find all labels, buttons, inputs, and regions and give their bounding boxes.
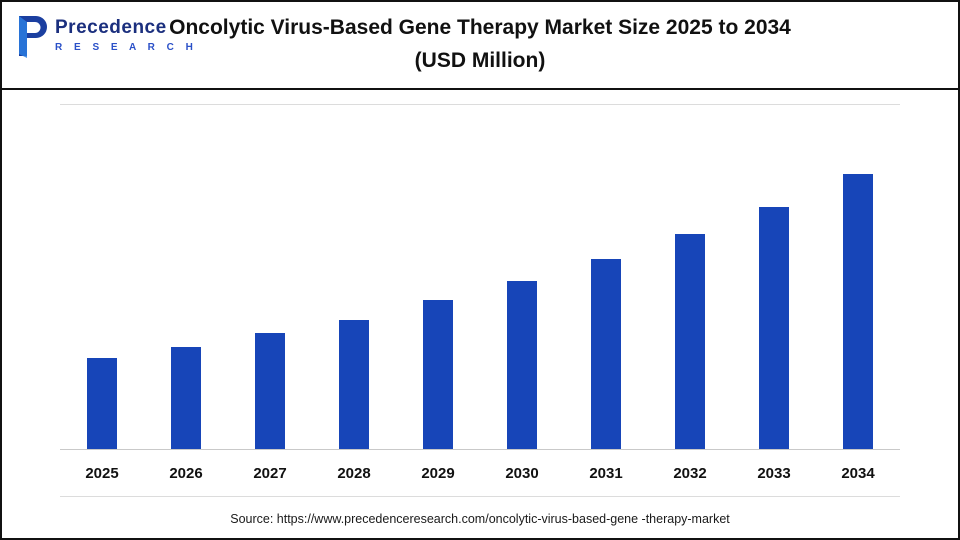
x-tick-label-2027: 2027 bbox=[253, 464, 287, 482]
plot-area bbox=[60, 104, 900, 450]
bar-chart: 2025 2026 2027 2028 2029 2030 2031 2032 2033 2034 bbox=[2, 104, 958, 497]
bar-column-2028 bbox=[312, 105, 396, 449]
chart-title-line2: (USD Million) bbox=[414, 49, 546, 72]
x-tick-label-2028: 2028 bbox=[337, 464, 371, 482]
bar-2034 bbox=[843, 173, 873, 449]
x-tick-label-2029: 2029 bbox=[421, 464, 455, 482]
precedence-research-logo: Precedence R E S E A R C H bbox=[16, 14, 197, 58]
x-tick-label-2034: 2034 bbox=[841, 464, 875, 482]
chart-title: Oncolytic Virus-Based Gene Therapy Marke… bbox=[169, 12, 791, 77]
x-tick-label-2030: 2030 bbox=[505, 464, 539, 482]
bar-column-2027 bbox=[228, 105, 312, 449]
logo-p-icon bbox=[19, 16, 47, 58]
bar-2027 bbox=[255, 333, 285, 449]
logo-name: Precedence bbox=[55, 17, 167, 38]
bar-column-2025 bbox=[60, 105, 144, 449]
bar-column-2026 bbox=[144, 105, 228, 449]
header: Precedence R E S E A R C H Oncolytic Vir… bbox=[2, 2, 958, 90]
bar-2029 bbox=[423, 300, 453, 449]
bar-2031 bbox=[591, 259, 621, 449]
x-tick-label-2025: 2025 bbox=[85, 464, 119, 482]
bar-column-2033 bbox=[732, 105, 816, 449]
bar-2025 bbox=[87, 358, 117, 449]
bar-column-2031 bbox=[564, 105, 648, 449]
chart-title-line1: Oncolytic Virus-Based Gene Therapy Marke… bbox=[169, 16, 791, 40]
x-tick-label-2032: 2032 bbox=[673, 464, 707, 482]
x-tick-label-2026: 2026 bbox=[169, 464, 203, 482]
bar-column-2032 bbox=[648, 105, 732, 449]
bar-2030 bbox=[507, 281, 537, 449]
bar-2032 bbox=[675, 234, 705, 449]
bar-column-2030 bbox=[480, 105, 564, 449]
x-tick-label-2033: 2033 bbox=[757, 464, 791, 482]
source-line: Source: https://www.precedenceresearch.c… bbox=[230, 512, 730, 526]
logo-subtitle: R E S E A R C H bbox=[55, 41, 198, 53]
bar-2028 bbox=[339, 319, 369, 449]
bar-column-2034 bbox=[816, 105, 900, 449]
bar-2026 bbox=[171, 347, 201, 449]
bar-column-2029 bbox=[396, 105, 480, 449]
x-tick-label-2031: 2031 bbox=[589, 464, 623, 482]
logo-text: Precedence R E S E A R C H bbox=[55, 17, 198, 53]
x-axis-labels: 2025 2026 2027 2028 2029 2030 2031 2032 2033 2034 bbox=[60, 450, 900, 497]
bar-2033 bbox=[759, 206, 789, 449]
